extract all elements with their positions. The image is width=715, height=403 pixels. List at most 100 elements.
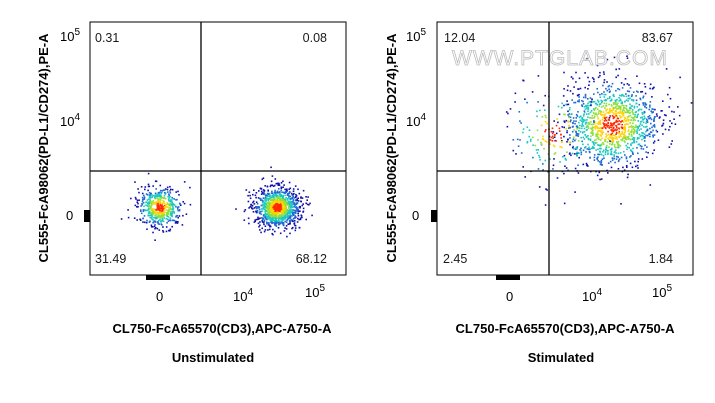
event-dot xyxy=(585,151,587,153)
event-dot xyxy=(552,168,554,170)
event-dot xyxy=(175,191,177,193)
event-dot xyxy=(282,203,284,206)
event-dot xyxy=(616,128,618,131)
event-dot xyxy=(534,144,537,147)
event-dot xyxy=(270,203,273,205)
event-dot xyxy=(646,129,648,132)
event-dot xyxy=(613,56,616,59)
event-dot xyxy=(572,146,574,149)
event-dot xyxy=(598,110,600,112)
watermark-text: WWW.PTGLAB.COM xyxy=(452,47,668,70)
event-dot xyxy=(577,100,579,103)
event-dot xyxy=(309,202,311,205)
event-dot xyxy=(623,105,625,107)
event-dot xyxy=(283,213,285,215)
event-dot xyxy=(587,76,589,79)
event-dot xyxy=(640,120,643,123)
event-dot xyxy=(585,106,588,108)
event-dot xyxy=(641,132,643,134)
event-dot xyxy=(151,194,153,196)
event-dot xyxy=(275,203,277,206)
event-dot xyxy=(628,84,630,86)
event-dot xyxy=(609,124,612,127)
event-dot xyxy=(618,123,621,125)
event-dot xyxy=(620,135,622,138)
event-dot xyxy=(270,199,273,201)
event-dot xyxy=(614,135,616,137)
event-dot xyxy=(266,222,268,225)
event-dot xyxy=(528,129,531,131)
event-dot xyxy=(538,186,541,188)
event-dot xyxy=(270,220,272,222)
event-dot xyxy=(275,210,277,212)
event-dot xyxy=(629,107,631,109)
event-dot xyxy=(275,217,278,220)
event-dot xyxy=(142,221,144,223)
event-dot xyxy=(632,118,635,120)
event-dot xyxy=(143,205,145,208)
event-dot xyxy=(616,115,619,117)
event-dot xyxy=(278,196,281,199)
event-dot xyxy=(151,208,153,210)
event-dot xyxy=(179,203,182,205)
event-dot xyxy=(296,198,298,200)
event-dot xyxy=(648,117,650,120)
event-dot xyxy=(573,136,575,138)
event-dot xyxy=(258,190,260,192)
event-dot xyxy=(161,190,164,192)
event-dot xyxy=(567,114,569,116)
event-dot xyxy=(277,206,280,208)
event-dot xyxy=(273,212,275,214)
event-dot xyxy=(648,133,651,135)
event-dot xyxy=(625,165,628,167)
event-dot xyxy=(295,195,298,197)
event-dot xyxy=(178,215,181,217)
event-dot xyxy=(653,117,655,120)
event-dot xyxy=(613,102,615,104)
event-dot xyxy=(594,102,597,105)
event-dot xyxy=(586,164,588,166)
event-dot xyxy=(621,101,623,103)
event-dot xyxy=(257,207,259,209)
event-dot xyxy=(608,111,610,114)
event-dot xyxy=(166,215,168,218)
event-dot xyxy=(625,104,627,107)
event-dot xyxy=(578,127,581,130)
event-dot xyxy=(678,114,681,117)
event-dot xyxy=(296,217,299,220)
event-dot xyxy=(522,128,525,130)
event-dot xyxy=(289,191,291,194)
event-dot xyxy=(274,200,276,203)
event-dot xyxy=(292,218,295,220)
event-dot xyxy=(297,200,300,202)
event-dot xyxy=(623,107,626,109)
event-dot xyxy=(162,207,165,210)
event-dot xyxy=(644,144,646,147)
event-dot xyxy=(252,200,255,203)
event-dot xyxy=(569,143,571,146)
event-dot xyxy=(294,196,297,198)
event-dot xyxy=(302,189,305,192)
event-dot xyxy=(610,85,613,88)
event-dot xyxy=(148,201,150,203)
event-dot xyxy=(625,119,627,122)
event-dot xyxy=(149,205,151,208)
event-dot xyxy=(593,109,596,111)
event-dot xyxy=(576,146,579,148)
event-dot xyxy=(512,139,515,141)
event-dot xyxy=(264,216,267,218)
event-dot xyxy=(603,96,606,98)
event-dot xyxy=(632,99,635,101)
event-dot xyxy=(615,129,618,132)
event-dot xyxy=(622,137,624,140)
event-dot xyxy=(260,188,262,190)
event-dot xyxy=(568,124,570,127)
event-dot xyxy=(574,191,576,193)
event-dot xyxy=(615,120,618,123)
event-dot xyxy=(283,199,285,201)
event-dot xyxy=(670,143,673,145)
event-dot xyxy=(597,148,599,151)
event-dot xyxy=(283,230,286,232)
event-dot xyxy=(272,185,275,187)
event-dot xyxy=(569,137,571,139)
